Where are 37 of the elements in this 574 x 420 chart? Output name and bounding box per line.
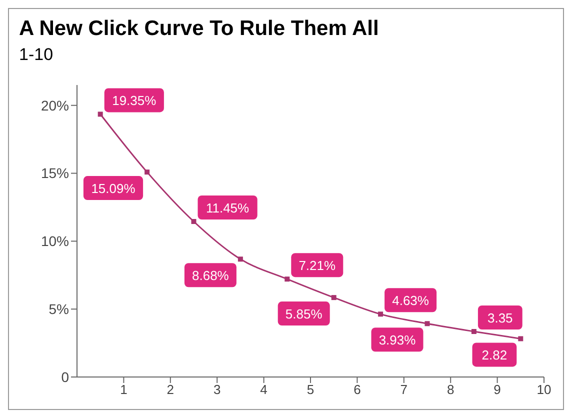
x-tick-label: 4 <box>260 382 268 398</box>
point <box>471 329 476 334</box>
x-tick-label: 8 <box>446 382 454 398</box>
y-tick-label: 5% <box>48 301 69 318</box>
y-tick-label: 10% <box>40 233 69 250</box>
data-label: 5.85% <box>285 306 323 322</box>
point <box>144 170 150 175</box>
x-tick-label: 3 <box>213 382 221 398</box>
point <box>331 295 336 300</box>
data-label: 8.68% <box>192 268 230 284</box>
point <box>98 112 103 117</box>
data-label: 7.21% <box>298 258 336 274</box>
x-tick-label: 9 <box>494 382 501 398</box>
x-tick-label: 1 <box>120 382 128 398</box>
data-label: 11.45% <box>206 200 250 216</box>
data-label: 3.35 <box>487 310 513 326</box>
x-tick-label: 6 <box>354 382 361 398</box>
point <box>424 321 430 326</box>
data-label: 3.93% <box>378 332 416 348</box>
point <box>378 312 384 317</box>
y-tick-label: 20% <box>40 97 69 114</box>
x-tick-label: 5 <box>306 382 314 398</box>
y-tick-label: 15% <box>40 165 69 182</box>
chart-subtitle: 1-10 <box>19 45 54 65</box>
data-label: 15.09% <box>91 181 136 196</box>
data-label: 4.63% <box>392 293 430 308</box>
x-tick-label: 2 <box>166 382 174 398</box>
y-tick-label: 0 <box>61 368 70 385</box>
point <box>191 218 196 224</box>
point <box>238 256 243 262</box>
data-label: 19.35% <box>112 93 157 108</box>
data-label: 2.82 <box>482 348 508 363</box>
point <box>518 336 524 342</box>
point <box>284 276 290 282</box>
x-tick-label: 7 <box>400 382 408 398</box>
chart-title: A New Click Curve To Rule Them All <box>19 17 379 41</box>
x-tick-label: 10 <box>536 382 552 398</box>
